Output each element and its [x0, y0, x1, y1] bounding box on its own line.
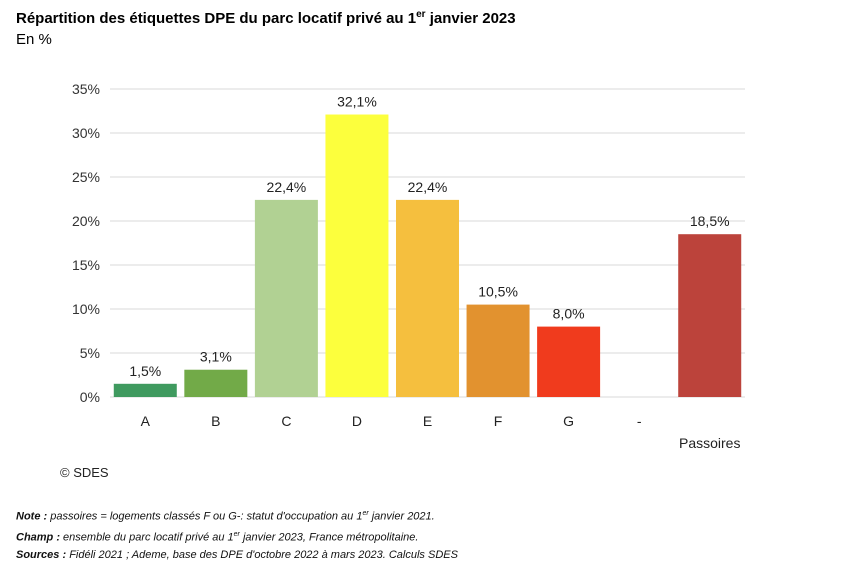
- y-tick-label: 15%: [72, 257, 100, 273]
- chart-notes: Note : passoires = logements classés F o…: [16, 505, 458, 564]
- chart-subtitle: En %: [16, 31, 52, 48]
- x-tick-label: D: [352, 413, 362, 429]
- x-tick-label: C: [281, 413, 291, 429]
- bar-passoires: [678, 234, 742, 397]
- data-label: 18,5%: [690, 213, 730, 229]
- data-label: 3,1%: [200, 349, 232, 365]
- sources-line: Sources : Fidéli 2021 ; Ademe, base des …: [16, 546, 458, 564]
- x-tick-label: Passoires: [679, 435, 740, 451]
- data-label: 10,5%: [478, 284, 518, 300]
- bar-d: [325, 114, 389, 398]
- y-tick-label: 35%: [72, 81, 100, 97]
- note-superscript: er: [362, 510, 369, 517]
- note-text-end: janvier 2021.: [368, 510, 435, 523]
- note-line: Note : passoires = logements classés F o…: [16, 505, 458, 526]
- x-tick-label: F: [494, 413, 503, 429]
- sources-text: Fidéli 2021 ; Ademe, base des DPE d'octo…: [66, 549, 458, 562]
- copyright-label: © SDES: [60, 465, 109, 480]
- x-tick-label: A: [141, 413, 151, 429]
- y-tick-label: 25%: [72, 169, 100, 185]
- chart-title: Répartition des étiquettes DPE du parc l…: [16, 9, 516, 27]
- y-tick-label: 30%: [72, 125, 100, 141]
- x-tick-label: E: [423, 413, 432, 429]
- title-superscript: er: [416, 9, 426, 20]
- x-tick-label: G: [563, 413, 574, 429]
- champ-line: Champ : ensemble du parc locatif privé a…: [16, 526, 458, 547]
- bar-b: [184, 369, 248, 397]
- y-tick-label: 0%: [80, 389, 100, 405]
- data-label: 22,4%: [267, 179, 307, 195]
- bar-c: [254, 199, 318, 397]
- y-tick-label: 5%: [80, 345, 100, 361]
- bar-f: [466, 304, 530, 397]
- bar-a: [113, 383, 177, 397]
- y-tick-label: 20%: [72, 213, 100, 229]
- note-label: Note :: [16, 510, 48, 523]
- title-text: Répartition des étiquettes DPE du parc l…: [16, 10, 417, 27]
- champ-superscript: er: [233, 530, 240, 538]
- note-text: passoires = logements classés F ou G-: s…: [47, 510, 363, 523]
- data-label: 32,1%: [337, 94, 377, 110]
- data-label: 8,0%: [553, 306, 585, 322]
- title-text-end: janvier 2023: [425, 10, 516, 27]
- bar-chart: 0% 5% 10% 15% 20% 25% 30% 35% 1,5% A 3,1% B 22,4% C 32…: [72, 81, 745, 451]
- sources-label: Sources :: [16, 549, 67, 562]
- champ-text-end: janvier 2023, France métropolitaine.: [239, 531, 419, 544]
- data-label: 1,5%: [129, 363, 161, 379]
- x-tick-label: B: [211, 413, 220, 429]
- x-tick-label: -: [637, 413, 642, 429]
- bar-g: [537, 326, 601, 397]
- bar-e: [396, 199, 459, 397]
- champ-text: ensemble du parc locatif privé au 1: [60, 531, 234, 544]
- champ-label: Champ :: [16, 531, 60, 544]
- y-tick-label: 10%: [72, 301, 100, 317]
- data-label: 22,4%: [408, 179, 448, 195]
